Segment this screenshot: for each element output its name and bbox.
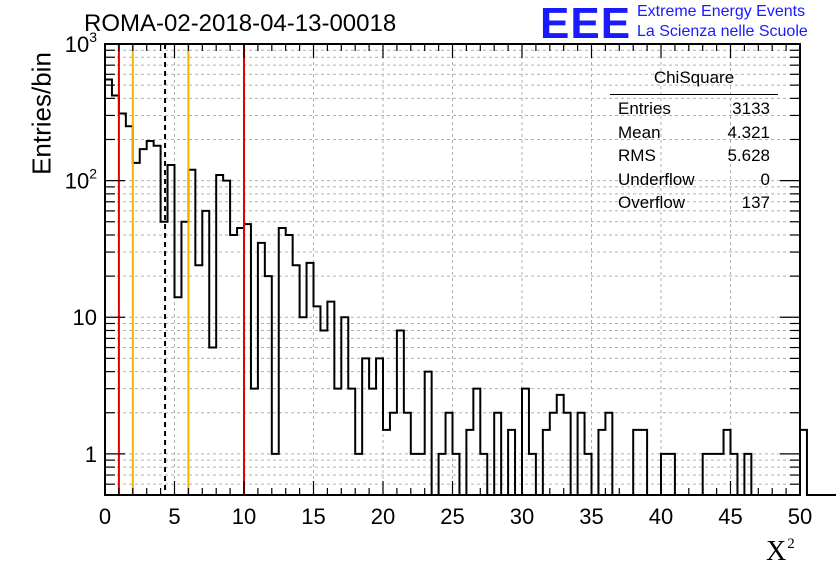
stats-row: Underflow 0 xyxy=(610,168,778,192)
x-tick-label: 0 xyxy=(99,504,111,529)
y-tick-labels: 1 10 102 103 xyxy=(65,29,97,467)
x-tick-label: 35 xyxy=(579,504,603,529)
stats-label: RMS xyxy=(618,146,656,165)
x-axis-label: X2 xyxy=(766,536,795,568)
stats-divider xyxy=(610,94,778,95)
stats-value: 137 xyxy=(741,193,770,212)
stats-label: Mean xyxy=(618,122,661,142)
stats-row: Mean 4.321 xyxy=(610,121,778,145)
axis-ticks xyxy=(104,43,801,495)
x-axis-label-base: X xyxy=(766,536,787,567)
y-tick-label: 103 xyxy=(65,29,97,57)
x-tick-label: 5 xyxy=(168,504,180,529)
stats-title: ChiSquare xyxy=(653,68,735,87)
x-tick-label: 20 xyxy=(371,504,395,529)
y-axis-label: Entries/bin xyxy=(26,52,57,175)
y-tick-label: 10 xyxy=(73,305,97,330)
grid-lines xyxy=(104,44,801,495)
stats-value: 4.321 xyxy=(727,122,770,142)
logo-line-2: La Scienza nelle Scuole xyxy=(637,23,808,40)
stats-label: Underflow xyxy=(618,169,695,189)
x-tick-label: 40 xyxy=(649,504,673,529)
stats-value: 0 xyxy=(760,169,770,189)
x-tick-labels: 0 5 10 15 20 25 30 35 40 45 50 xyxy=(99,504,812,529)
stats-row: RMS 5.628 xyxy=(610,144,778,168)
x-tick-label: 15 xyxy=(301,504,325,529)
eee-logo: EEE xyxy=(540,0,632,48)
y-tick-label: 102 xyxy=(65,166,97,194)
stats-value: 5.628 xyxy=(727,146,770,165)
y-tick-label: 1 xyxy=(85,442,97,467)
run-title: ROMA-02-2018-04-13-00018 xyxy=(84,10,397,37)
x-axis-label-sup: 2 xyxy=(787,536,795,552)
x-tick-label: 25 xyxy=(440,504,464,529)
stats-label: Overflow xyxy=(618,193,686,212)
stats-box: ChiSquare Entries 3133 Mean 4.321 RMS 5.628… xyxy=(610,66,778,215)
logo-line-1: Extreme Energy Events xyxy=(637,3,806,20)
stats-row: Overflow 137 xyxy=(610,191,778,215)
histogram-series xyxy=(105,78,836,496)
stats-label: Entries xyxy=(618,99,671,118)
x-tick-label: 10 xyxy=(232,504,256,529)
x-tick-label: 45 xyxy=(718,504,742,529)
reference-lines xyxy=(117,44,245,495)
stats-row: Entries 3133 xyxy=(610,97,778,121)
stats-value: 3133 xyxy=(732,99,770,118)
x-tick-label: 30 xyxy=(510,504,534,529)
x-tick-label: 50 xyxy=(788,504,812,529)
